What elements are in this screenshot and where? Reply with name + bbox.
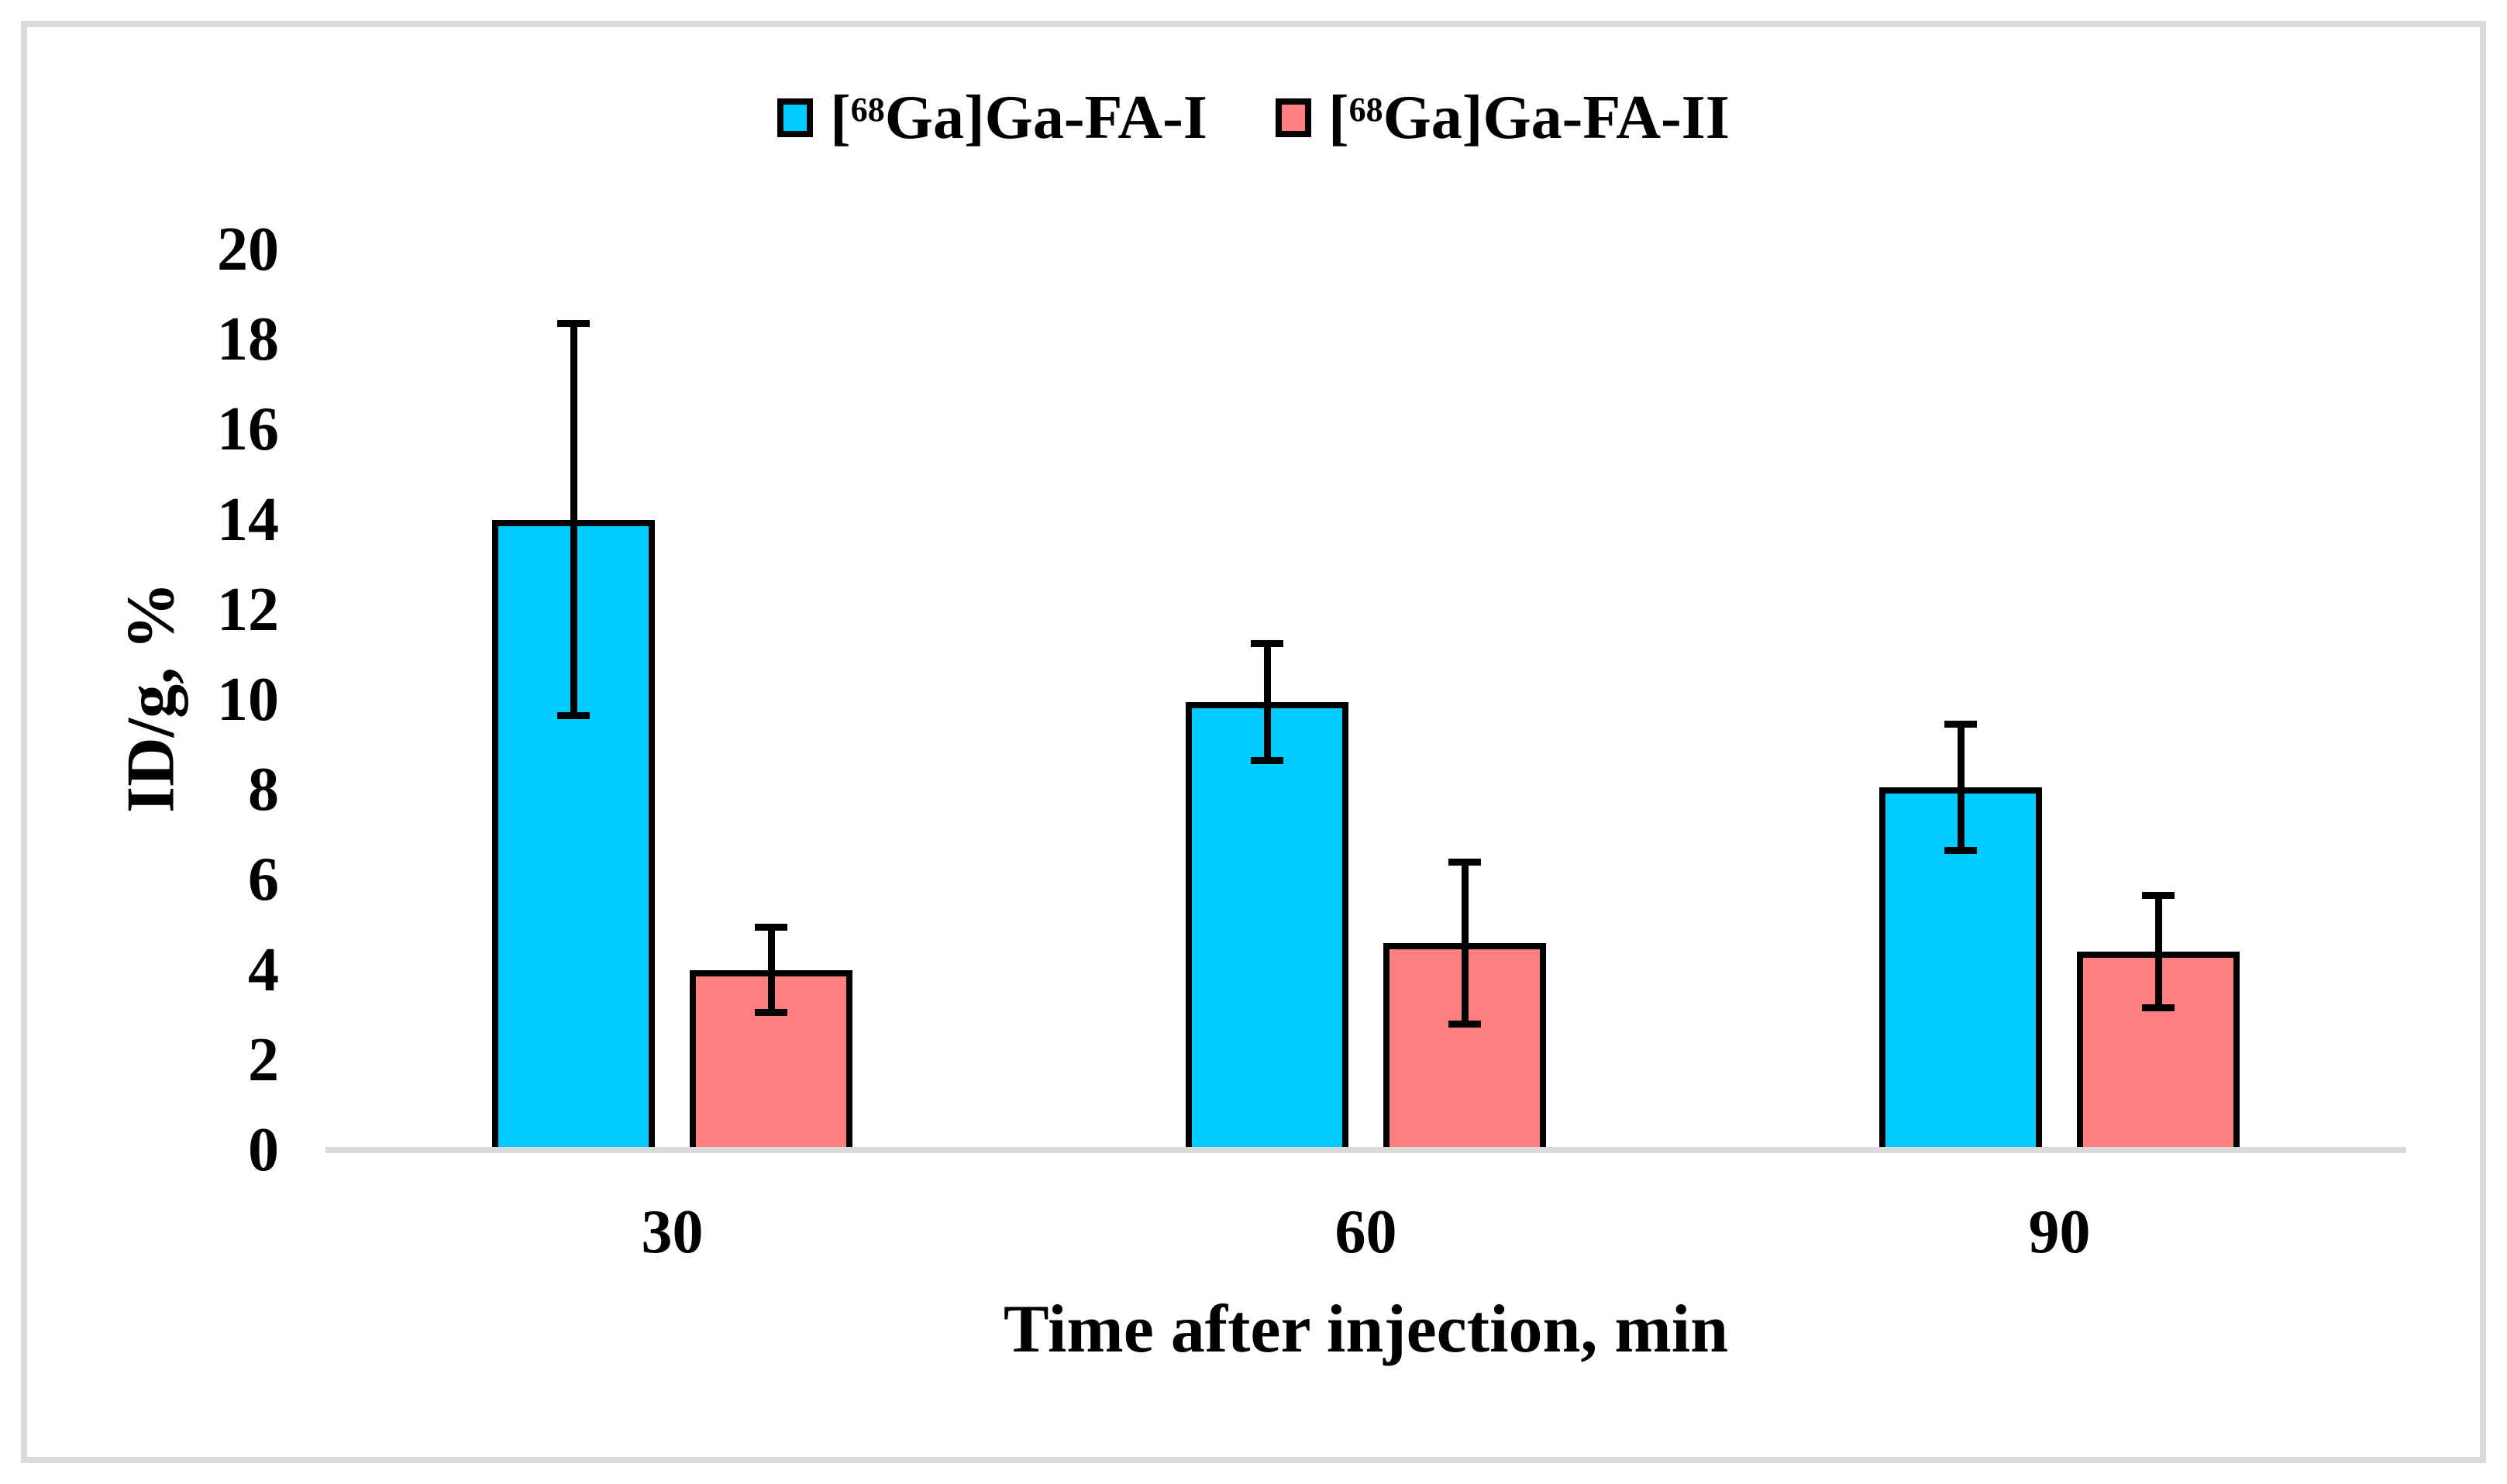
legend-swatch-icon bbox=[777, 98, 814, 137]
error-bar-stem bbox=[2154, 895, 2162, 1008]
x-axis-title: Time after injection, min bbox=[1003, 1292, 1729, 1367]
x-tick-label: 60 bbox=[1334, 1198, 1397, 1266]
error-bar-cap-top bbox=[755, 923, 787, 931]
error-bar-cap-top bbox=[1448, 858, 1481, 866]
error-bar-stem bbox=[570, 323, 577, 716]
y-tick-label: 14 bbox=[217, 485, 279, 554]
error-bar-cap-bottom bbox=[2142, 1004, 2175, 1012]
y-tick-label: 8 bbox=[248, 756, 279, 825]
y-tick-label: 16 bbox=[217, 395, 279, 464]
y-tick-label: 4 bbox=[248, 935, 279, 1004]
error-bar-cap-bottom bbox=[755, 1009, 787, 1017]
error-bar-cap-top bbox=[2142, 892, 2175, 900]
x-axis-line bbox=[325, 1147, 2406, 1153]
y-tick-label: 0 bbox=[248, 1116, 279, 1184]
error-bar-stem bbox=[1957, 724, 1965, 851]
error-bar-stem bbox=[1263, 643, 1271, 761]
legend-item: [68Ga]Ga-FA-I bbox=[777, 75, 1207, 160]
y-tick-label: 12 bbox=[217, 575, 279, 644]
legend-label-text: Ga]Ga-FA-II bbox=[1383, 84, 1730, 152]
error-bar-cap-top bbox=[1944, 721, 1977, 728]
error-bar-cap-top bbox=[1251, 639, 1283, 647]
legend-label-bracket: [ bbox=[1328, 84, 1349, 152]
chart-legend: [68Ga]Ga-FA-I [68Ga]Ga-FA-II bbox=[0, 71, 2507, 164]
legend-label-bracket: [ bbox=[830, 84, 851, 152]
legend-label-superscript: 68 bbox=[850, 91, 885, 129]
error-bar-cap-bottom bbox=[1251, 756, 1283, 764]
error-bar-cap-bottom bbox=[1944, 847, 1977, 855]
legend-label: [68Ga]Ga-FA-I bbox=[830, 75, 1207, 160]
error-bar-cap-top bbox=[557, 320, 590, 328]
error-bar-stem bbox=[1461, 862, 1469, 1024]
y-tick-label: 6 bbox=[248, 845, 279, 914]
bar bbox=[1186, 701, 1348, 1147]
x-tick-label: 90 bbox=[2028, 1198, 2091, 1266]
legend-label: [68Ga]Ga-FA-II bbox=[1328, 75, 1730, 160]
legend-label-text: Ga]Ga-FA-I bbox=[884, 84, 1207, 152]
y-tick-label: 10 bbox=[217, 666, 279, 734]
y-tick-label: 2 bbox=[248, 1025, 279, 1094]
error-bar-stem bbox=[767, 927, 775, 1013]
y-tick-label: 20 bbox=[217, 215, 279, 284]
x-tick-label: 30 bbox=[641, 1198, 704, 1266]
legend-swatch-icon bbox=[1275, 98, 1311, 137]
y-tick-label: 18 bbox=[217, 305, 279, 374]
legend-label-superscript: 68 bbox=[1348, 91, 1383, 129]
error-bar-cap-bottom bbox=[557, 711, 590, 719]
figure-frame bbox=[21, 21, 2486, 1463]
legend-item: [68Ga]Ga-FA-II bbox=[1275, 75, 1730, 160]
error-bar-cap-bottom bbox=[1448, 1020, 1481, 1028]
